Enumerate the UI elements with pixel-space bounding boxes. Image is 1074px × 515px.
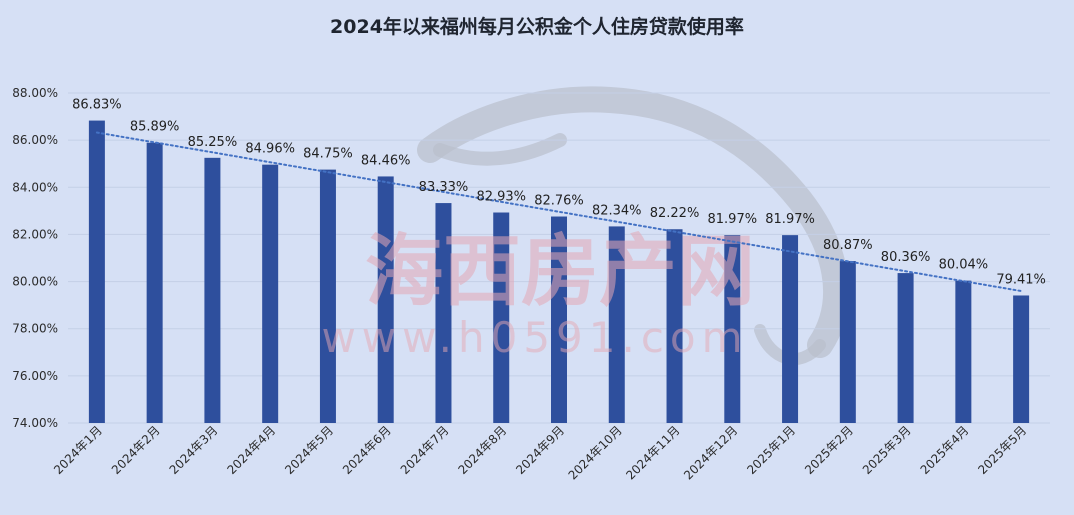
bar: [262, 164, 279, 423]
data-label: 86.83%: [72, 98, 122, 113]
y-tick-label: 82.00%: [12, 227, 58, 241]
data-label: 84.46%: [361, 153, 411, 168]
data-label: 83.33%: [419, 180, 469, 195]
bar: [608, 226, 625, 423]
trendline: [95, 131, 1023, 293]
y-tick-label: 74.00%: [12, 416, 58, 430]
y-tick-label: 80.00%: [12, 275, 58, 289]
data-labels: 86.83% 85.89% 85.25% 84.96% 84.75% 84.46% 83.3…: [72, 98, 1046, 288]
data-label: 85.89%: [130, 120, 180, 135]
data-label: 79.41%: [996, 272, 1046, 287]
data-label: 82.22%: [650, 206, 700, 221]
watermark-text: 海西房产网: [365, 227, 755, 317]
bar: [146, 142, 163, 423]
bar: [1013, 295, 1030, 423]
bar: [204, 157, 221, 424]
bar: [377, 176, 394, 423]
bar: [319, 169, 336, 423]
y-tick-label: 88.00%: [12, 86, 58, 100]
bar: [897, 273, 914, 423]
bar: [493, 212, 510, 423]
data-label: 82.93%: [476, 190, 526, 205]
bar: [839, 261, 856, 423]
y-tick-label: 78.00%: [12, 322, 58, 336]
y-tick-label: 86.00%: [12, 133, 58, 147]
trendline-path: [95, 131, 1023, 293]
data-label: 81.97%: [765, 212, 815, 227]
chart-title: 2024年以来福州每月公积金个人住房贷款使用率: [330, 15, 744, 38]
text-watermark: 海西房产网 www.h0591.com: [321, 227, 755, 362]
bar: [955, 280, 972, 423]
bar: [782, 235, 799, 423]
bar: [551, 216, 567, 423]
data-label: 82.76%: [534, 194, 584, 209]
data-label: 81.97%: [708, 212, 758, 227]
data-label: 80.36%: [881, 250, 931, 265]
data-label: 82.34%: [592, 203, 642, 218]
data-label: 84.96%: [245, 142, 295, 157]
bar: [724, 235, 741, 423]
y-tick-label: 76.00%: [12, 369, 58, 383]
y-axis-ticks: 74.00% 76.00% 78.00% 80.00% 82.00% 84.00% 86.0…: [12, 86, 58, 430]
bar: [666, 229, 683, 423]
y-tick-label: 84.00%: [12, 180, 58, 194]
data-label: 80.87%: [823, 238, 873, 253]
data-label: 84.75%: [303, 147, 353, 162]
data-label: 85.25%: [188, 135, 238, 150]
bar: [435, 203, 452, 423]
data-label: 80.04%: [939, 258, 989, 273]
bar: [88, 120, 105, 423]
bars: [88, 120, 1030, 424]
watermark-url: www.h0591.com: [321, 313, 748, 362]
